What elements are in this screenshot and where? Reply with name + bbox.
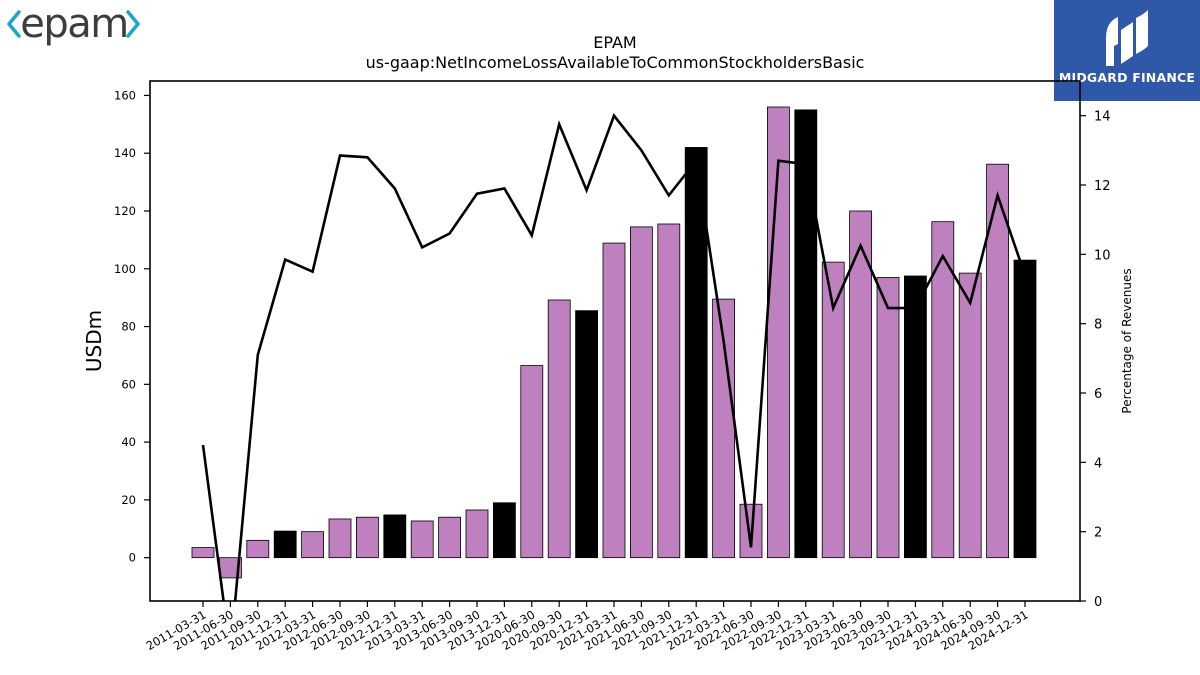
bar-2021-06-30 xyxy=(630,226,653,559)
bar-2023-03-31 xyxy=(821,261,845,559)
left-chevron-icon xyxy=(7,10,21,38)
publisher-name: MIDGARD FINANCE xyxy=(1058,70,1196,85)
y2-tick-label-10: 10 xyxy=(1094,248,1111,263)
y-tick-label-140: 140 xyxy=(114,146,136,160)
bar-2011-12-31 xyxy=(273,530,297,559)
plot-area: 020406080100120140160024681012142011-03-… xyxy=(114,80,1111,653)
epam-logo: epam xyxy=(4,1,144,52)
y2-tick-label-0: 0 xyxy=(1094,595,1102,610)
y-tick-label-160: 160 xyxy=(114,88,136,102)
epam-logo-text: epam xyxy=(20,2,127,47)
bar-2012-09-30 xyxy=(355,516,379,559)
line-series-percentage xyxy=(201,113,1027,601)
bar-2024-03-31 xyxy=(931,221,955,559)
y-axis-label: USDm xyxy=(82,310,106,372)
midgard-finance-logo: MIDGARD FINANCE xyxy=(1054,0,1200,101)
bar-2021-09-30 xyxy=(657,223,681,559)
y2-tick-label-12: 12 xyxy=(1094,179,1111,194)
bar-2024-06-30 xyxy=(958,272,982,559)
y-tick-label-20: 20 xyxy=(121,493,136,507)
y-tick-label-100: 100 xyxy=(114,262,136,276)
bar-2020-06-30 xyxy=(520,365,544,559)
y2-tick-label-8: 8 xyxy=(1094,318,1102,333)
bar-2012-06-30 xyxy=(328,518,352,559)
y-tick-label-80: 80 xyxy=(121,320,136,334)
bar-2020-09-30 xyxy=(547,299,571,559)
plot-frame xyxy=(149,80,1081,602)
bar-2023-12-31 xyxy=(904,275,927,559)
bar-2011-03-31 xyxy=(191,547,215,559)
y2-axis-label: Percentage of Revenues xyxy=(1120,268,1134,413)
bar-2013-03-31 xyxy=(410,520,434,559)
bar-2013-06-30 xyxy=(438,516,462,559)
bar-2020-12-31 xyxy=(575,310,598,559)
y2-tick-label-14: 14 xyxy=(1094,110,1111,125)
bar-2021-12-31 xyxy=(684,147,708,559)
right-chevron-icon xyxy=(126,10,140,38)
y2-tick-label-4: 4 xyxy=(1094,456,1102,471)
bar-2012-03-31 xyxy=(301,531,325,559)
y-tick-label-0: 0 xyxy=(129,551,136,565)
y2-tick-label-6: 6 xyxy=(1094,387,1102,402)
y-tick-label-120: 120 xyxy=(114,204,136,218)
bar-2023-06-30 xyxy=(849,210,872,559)
bar-2011-09-30 xyxy=(246,539,270,559)
y2-tick-label-2: 2 xyxy=(1094,526,1102,541)
bar-2012-12-31 xyxy=(383,514,407,559)
bar-2024-09-30 xyxy=(986,163,1009,559)
bar-2013-09-30 xyxy=(465,509,489,559)
y-tick-label-40: 40 xyxy=(121,435,136,449)
bar-2013-12-31 xyxy=(492,502,516,559)
bar-2023-09-30 xyxy=(876,277,900,559)
y-tick-label-60: 60 xyxy=(121,377,136,391)
chart-title: EPAM xyxy=(593,33,636,52)
midgard-emblem-icon xyxy=(1106,10,1148,66)
bar-2024-12-31 xyxy=(1013,259,1037,559)
chart-subtitle: us-gaap:NetIncomeLossAvailableToCommonSt… xyxy=(366,53,865,72)
bar-2021-03-31 xyxy=(602,242,626,559)
bar-2022-12-31 xyxy=(794,109,818,559)
